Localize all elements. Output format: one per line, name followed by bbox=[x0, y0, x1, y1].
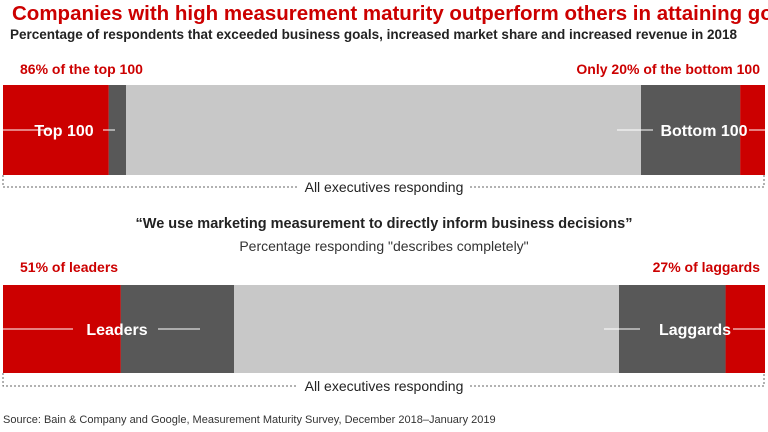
source-note: Source: Bain & Company and Google, Measu… bbox=[3, 414, 496, 426]
quote-subheading: Percentage responding "describes complet… bbox=[239, 238, 529, 254]
bar-label-top-100: Top 100 bbox=[34, 123, 93, 140]
bar-top-100-gray bbox=[108, 85, 126, 175]
callout-bottom-left: 51% of leaders bbox=[20, 259, 119, 275]
bar-label-leaders: Leaders bbox=[86, 322, 147, 339]
bar-bottom-100-gray bbox=[641, 85, 741, 175]
bar-label-laggards: Laggards bbox=[659, 322, 731, 339]
bracket-left bbox=[2, 373, 298, 387]
callout-top-right: Only 20% of the bottom 100 bbox=[576, 61, 760, 77]
callout-top-left: 86% of the top 100 bbox=[20, 61, 143, 77]
bracket-right bbox=[470, 175, 765, 188]
bracket-right bbox=[470, 373, 765, 387]
bracket-label-all-executives: All executives responding bbox=[305, 179, 464, 195]
bar-label-bottom-100: Bottom 100 bbox=[660, 123, 747, 140]
quote-heading: “We use marketing measurement to directl… bbox=[135, 216, 633, 232]
bracket-left bbox=[2, 175, 298, 188]
bracket-label-all-executives: All executives responding bbox=[305, 378, 464, 394]
chart-title: Companies with high measurement maturity… bbox=[12, 2, 768, 25]
callout-bottom-right: 27% of laggards bbox=[652, 259, 760, 275]
chart-subtitle: Percentage of respondents that exceeded … bbox=[10, 27, 738, 42]
